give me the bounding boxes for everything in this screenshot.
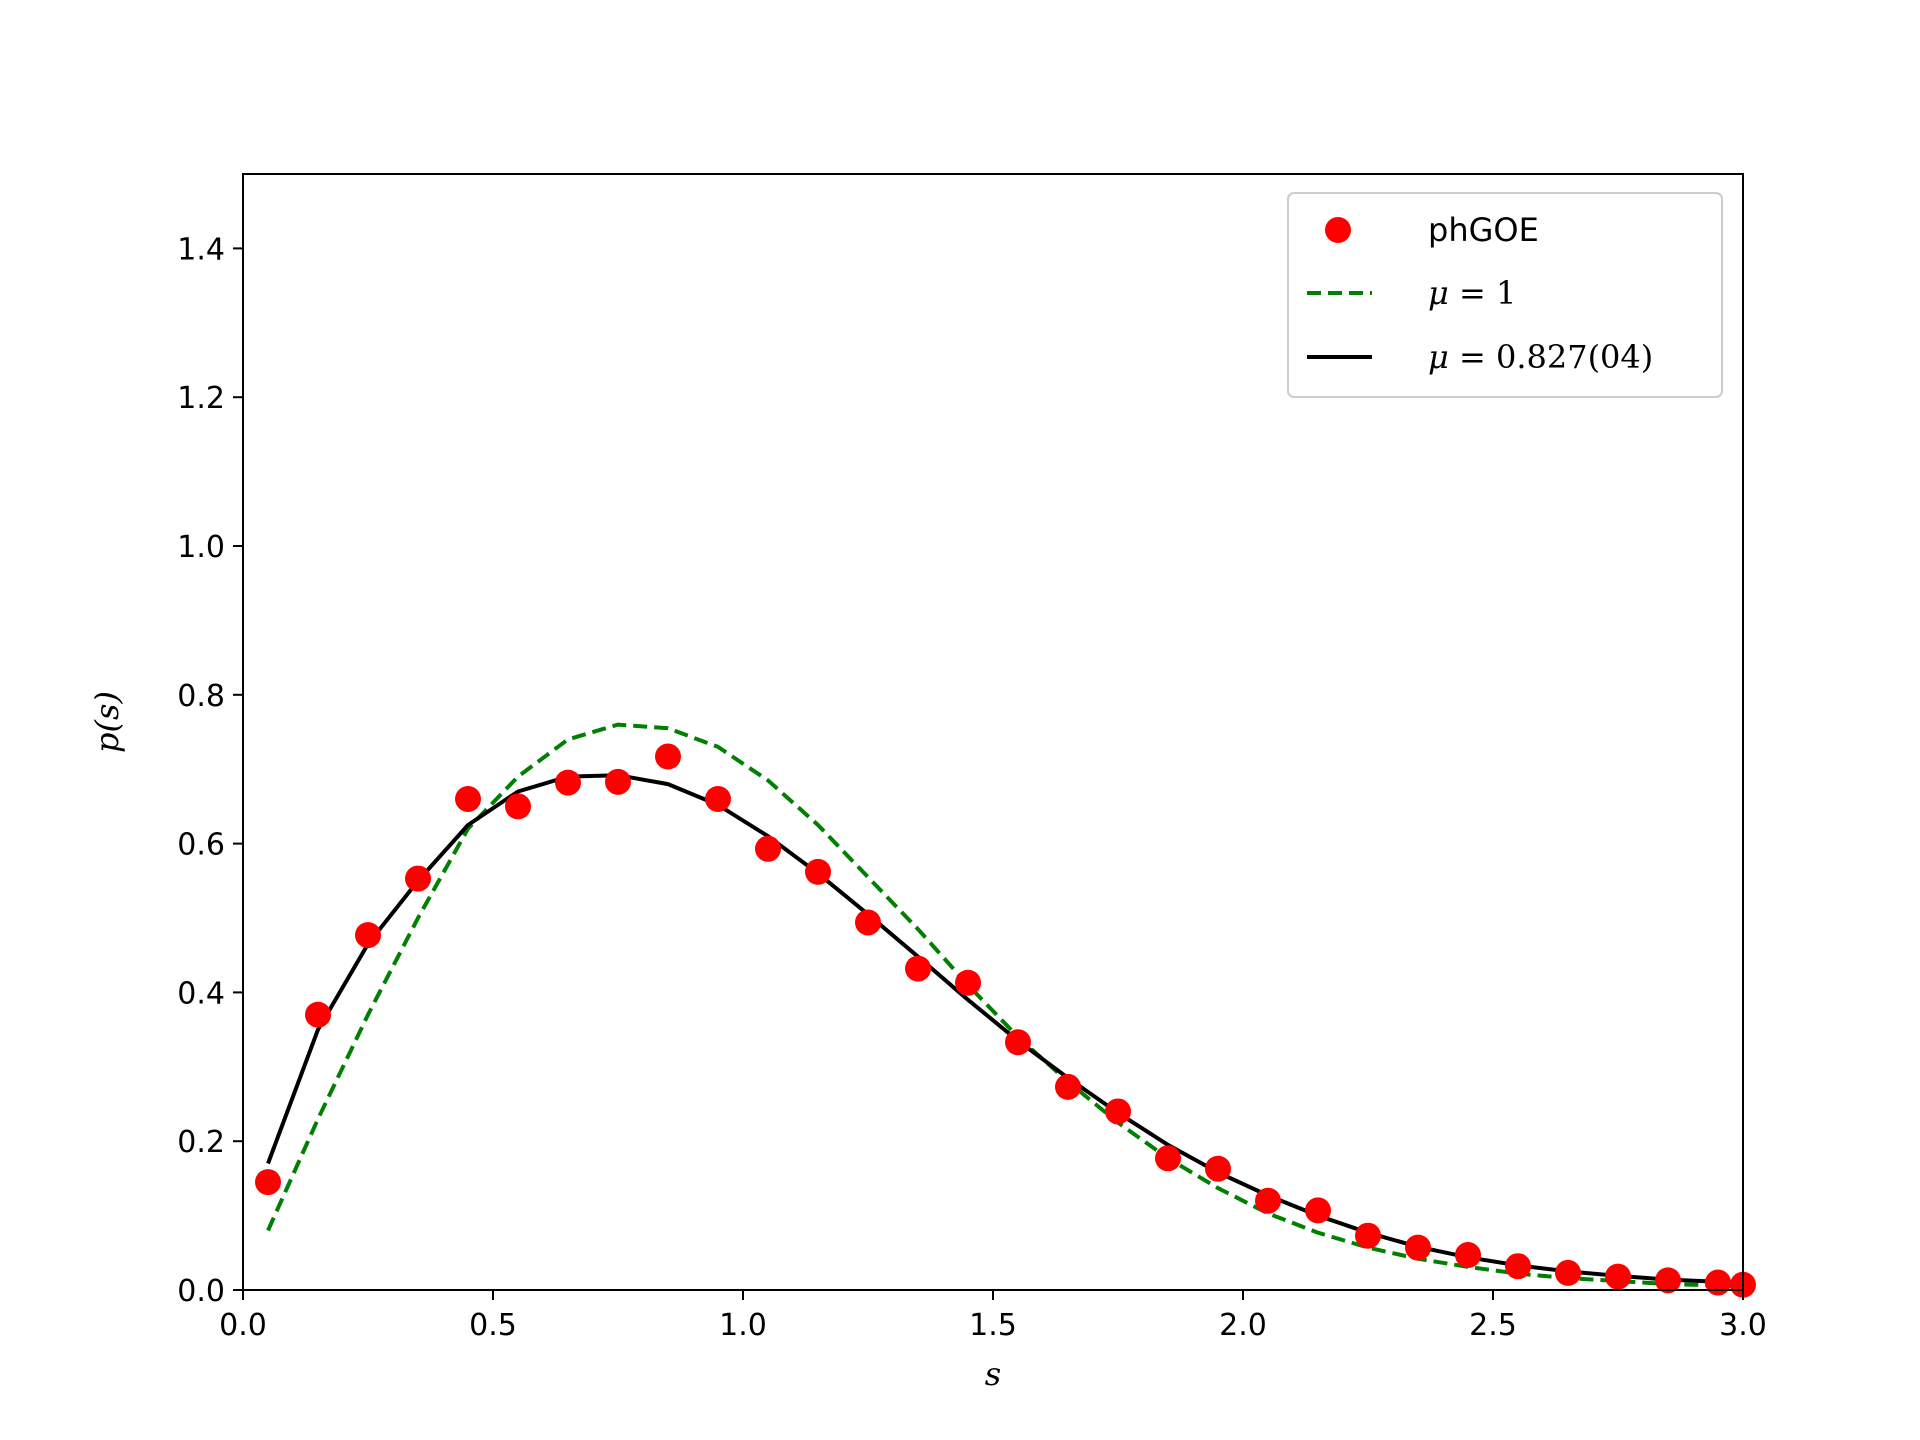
data-point <box>1405 1234 1431 1261</box>
x-tick-label: 2.0 <box>1219 1308 1267 1343</box>
y-tick-label: 0.0 <box>177 1274 225 1309</box>
data-point <box>755 835 781 862</box>
data-point <box>1605 1263 1631 1290</box>
y-tick-label: 0.8 <box>177 679 225 714</box>
x-tick-label: 1.0 <box>719 1308 767 1343</box>
data-point <box>1055 1073 1081 1100</box>
legend-mu-value: = 0.827(04) <box>1449 338 1653 376</box>
data-point <box>505 793 531 820</box>
y-tick-label: 0.6 <box>177 828 225 863</box>
y-tick-label: 1.0 <box>177 530 225 565</box>
data-point <box>805 858 831 885</box>
data-point <box>305 1001 331 1028</box>
x-tick-label: 2.5 <box>1469 1308 1517 1343</box>
y-axis-label: p(s) <box>88 691 126 753</box>
plot-area <box>255 722 1756 1298</box>
data-point <box>1455 1242 1481 1269</box>
legend: phGOE μ = 1 μ = 0.827(04) <box>1287 192 1723 398</box>
data-point <box>255 1169 281 1196</box>
legend-mu-value: = 1 <box>1449 274 1517 312</box>
legend-label-mu-1: μ = 1 <box>1428 274 1516 312</box>
legend-box <box>1287 192 1723 398</box>
y-tick-label: 1.4 <box>177 232 225 267</box>
data-point <box>1105 1098 1131 1125</box>
data-point <box>1205 1155 1231 1182</box>
data-point <box>1655 1267 1681 1294</box>
data-point <box>1005 1029 1031 1056</box>
data-point <box>655 743 681 770</box>
x-tick-label: 1.5 <box>969 1308 1017 1343</box>
x-axis-label: s <box>985 1355 1001 1393</box>
legend-label-mu-fit: μ = 0.827(04) <box>1428 338 1653 376</box>
data-point <box>905 955 931 982</box>
x-tick-label: 0.0 <box>219 1308 267 1343</box>
y-tick-label: 0.2 <box>177 1125 225 1160</box>
legend-label-phgoe: phGOE <box>1428 211 1539 249</box>
data-point <box>455 785 481 812</box>
x-tick-label: 3.0 <box>1719 1308 1767 1343</box>
data-point <box>1305 1197 1331 1224</box>
data-point <box>1355 1222 1381 1249</box>
data-point <box>1255 1187 1281 1214</box>
legend-marker-phgoe <box>1325 217 1351 243</box>
data-point <box>1155 1145 1181 1172</box>
data-point <box>1505 1253 1531 1280</box>
data-point <box>405 865 431 892</box>
data-point <box>1555 1259 1581 1286</box>
data-point <box>705 785 731 812</box>
x-axis: 0.0 0.5 1.0 1.5 2.0 2.5 3.0 <box>219 1290 1767 1343</box>
data-point <box>555 769 581 796</box>
y-tick-label: 1.2 <box>177 381 225 416</box>
data-point <box>855 909 881 936</box>
data-point <box>955 969 981 996</box>
data-point <box>605 768 631 795</box>
legend-mu-symbol: μ <box>1428 274 1449 312</box>
data-point <box>1705 1269 1731 1296</box>
data-point <box>355 922 381 949</box>
y-tick-label: 0.4 <box>177 976 225 1011</box>
legend-mu-symbol: μ <box>1428 338 1449 376</box>
x-tick-label: 0.5 <box>469 1308 517 1343</box>
y-axis: 0.0 0.2 0.4 0.6 0.8 1.0 1.2 1.4 <box>177 232 243 1309</box>
